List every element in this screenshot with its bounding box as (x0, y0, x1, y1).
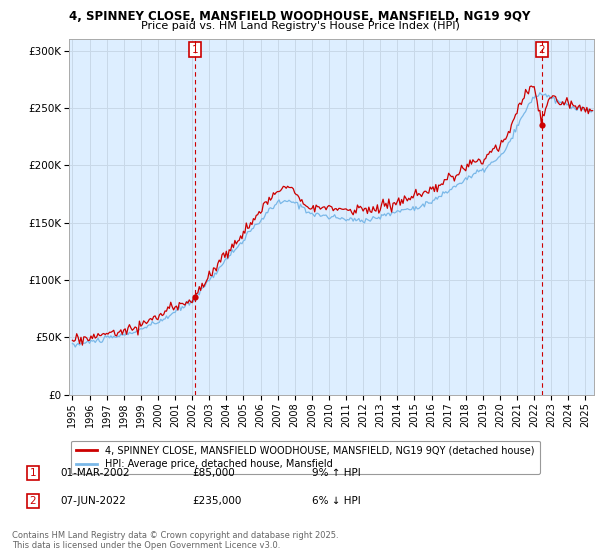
Text: 6% ↓ HPI: 6% ↓ HPI (312, 496, 361, 506)
Text: 1: 1 (29, 468, 37, 478)
Text: 2: 2 (29, 496, 37, 506)
Text: 9% ↑ HPI: 9% ↑ HPI (312, 468, 361, 478)
Text: 07-JUN-2022: 07-JUN-2022 (60, 496, 126, 506)
Text: 4, SPINNEY CLOSE, MANSFIELD WOODHOUSE, MANSFIELD, NG19 9QY: 4, SPINNEY CLOSE, MANSFIELD WOODHOUSE, M… (70, 10, 530, 23)
Text: £235,000: £235,000 (192, 496, 241, 506)
Text: 1: 1 (192, 45, 199, 54)
Text: 2: 2 (538, 45, 545, 54)
Text: Contains HM Land Registry data © Crown copyright and database right 2025.
This d: Contains HM Land Registry data © Crown c… (12, 530, 338, 550)
Legend: 4, SPINNEY CLOSE, MANSFIELD WOODHOUSE, MANSFIELD, NG19 9QY (detached house), HPI: 4, SPINNEY CLOSE, MANSFIELD WOODHOUSE, M… (71, 441, 539, 474)
Text: Price paid vs. HM Land Registry's House Price Index (HPI): Price paid vs. HM Land Registry's House … (140, 21, 460, 31)
Text: 01-MAR-2002: 01-MAR-2002 (60, 468, 130, 478)
Text: £85,000: £85,000 (192, 468, 235, 478)
